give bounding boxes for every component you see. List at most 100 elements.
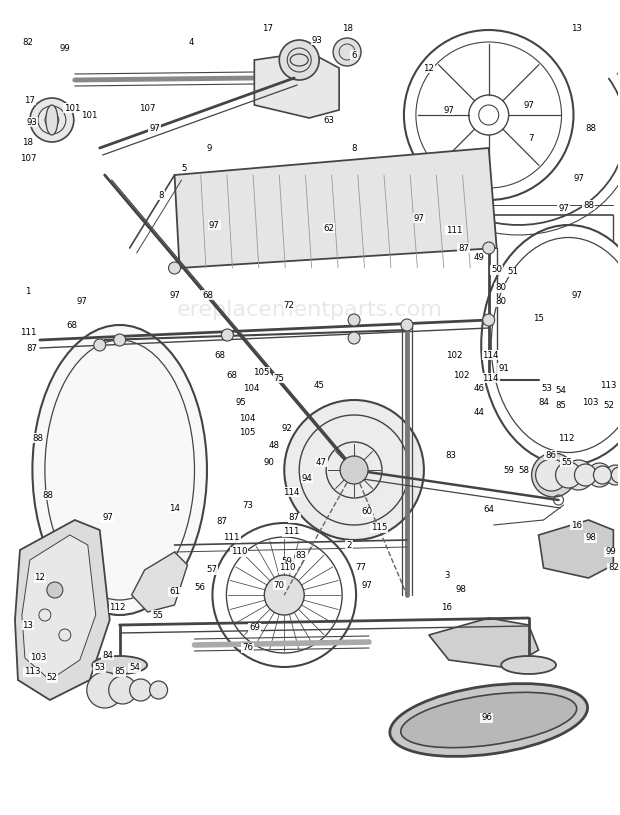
Text: 85: 85 (114, 667, 125, 676)
Text: 115: 115 (371, 523, 388, 532)
Text: 80: 80 (495, 297, 506, 306)
Ellipse shape (390, 684, 588, 756)
Text: 57: 57 (206, 566, 217, 575)
Text: 105: 105 (239, 428, 255, 437)
Text: 47: 47 (316, 457, 327, 466)
Text: 97: 97 (102, 513, 113, 522)
Text: 111: 111 (283, 527, 299, 536)
Text: ereplacementparts.com: ereplacementparts.com (176, 300, 442, 320)
Polygon shape (175, 148, 497, 268)
Circle shape (348, 332, 360, 344)
Text: 97: 97 (523, 100, 534, 109)
Text: 83: 83 (445, 451, 456, 460)
Text: 84: 84 (102, 650, 113, 659)
Text: 93: 93 (312, 36, 322, 45)
Text: 55: 55 (152, 610, 163, 619)
Text: 97: 97 (149, 124, 160, 133)
Text: 107: 107 (20, 153, 36, 162)
Text: 86: 86 (545, 451, 556, 460)
Circle shape (94, 339, 106, 351)
Text: 13: 13 (571, 24, 582, 33)
Text: 101: 101 (64, 104, 80, 112)
Text: 112: 112 (110, 603, 126, 613)
Text: 93: 93 (27, 117, 37, 126)
Text: 97: 97 (573, 174, 584, 183)
Text: 51: 51 (507, 267, 518, 276)
Text: 64: 64 (483, 505, 494, 514)
Text: 110: 110 (279, 563, 296, 572)
Circle shape (87, 672, 123, 708)
Circle shape (130, 679, 152, 701)
Text: 92: 92 (282, 424, 293, 433)
Text: 111: 111 (20, 328, 36, 337)
Text: 18: 18 (342, 24, 353, 33)
Text: 97: 97 (571, 290, 582, 299)
Text: 91: 91 (498, 363, 509, 372)
Circle shape (30, 98, 74, 142)
Text: 76: 76 (242, 644, 253, 653)
Text: 54: 54 (129, 663, 140, 672)
Text: 103: 103 (30, 654, 46, 663)
Circle shape (401, 319, 413, 331)
Text: 12: 12 (34, 574, 45, 583)
Text: 87: 87 (458, 244, 469, 253)
Text: 62: 62 (324, 223, 335, 232)
Text: 2: 2 (347, 540, 352, 549)
Text: 107: 107 (140, 104, 156, 112)
Text: 53: 53 (541, 384, 552, 393)
Text: 56: 56 (194, 584, 205, 593)
Ellipse shape (401, 692, 577, 747)
Text: 70: 70 (274, 580, 285, 589)
Text: 114: 114 (482, 350, 499, 359)
Text: 4: 4 (188, 37, 194, 46)
Circle shape (575, 464, 596, 486)
Polygon shape (254, 52, 339, 118)
Text: 98: 98 (455, 585, 466, 594)
Text: 105: 105 (253, 368, 270, 377)
Text: 96: 96 (481, 713, 492, 723)
Circle shape (605, 465, 620, 485)
Text: 112: 112 (558, 434, 575, 443)
Text: 17: 17 (24, 95, 35, 104)
Text: 90: 90 (264, 457, 275, 466)
Polygon shape (131, 552, 187, 612)
Text: 68: 68 (66, 320, 78, 329)
Text: 102: 102 (446, 350, 462, 359)
Text: 99: 99 (60, 43, 70, 52)
Text: 97: 97 (443, 105, 454, 114)
Text: 17: 17 (262, 24, 273, 33)
Text: 97: 97 (361, 580, 373, 589)
Text: 85: 85 (555, 400, 566, 409)
Text: 73: 73 (242, 500, 253, 509)
Text: 44: 44 (473, 408, 484, 416)
Text: 111: 111 (223, 534, 240, 543)
Text: 61: 61 (169, 588, 180, 597)
Ellipse shape (501, 656, 556, 674)
Text: 97: 97 (169, 290, 180, 299)
Text: 97: 97 (414, 214, 424, 222)
Text: 97: 97 (76, 297, 87, 306)
Text: 13: 13 (22, 620, 33, 629)
Text: 68: 68 (202, 290, 213, 299)
Text: 68: 68 (226, 371, 237, 380)
Text: 18: 18 (22, 138, 33, 147)
Text: 97: 97 (558, 204, 569, 213)
Text: 97: 97 (209, 221, 220, 230)
Text: 83: 83 (296, 550, 307, 560)
Text: 15: 15 (533, 314, 544, 323)
Text: 8: 8 (159, 191, 164, 200)
Text: 59: 59 (282, 557, 293, 566)
Text: 113: 113 (24, 667, 40, 676)
Text: 54: 54 (555, 385, 566, 394)
Circle shape (348, 314, 360, 326)
Circle shape (221, 329, 233, 341)
Text: 111: 111 (446, 226, 462, 235)
Text: 99: 99 (605, 548, 616, 557)
Text: 114: 114 (482, 373, 499, 382)
Circle shape (333, 38, 361, 66)
Text: 55: 55 (561, 457, 572, 466)
Text: 82: 82 (608, 563, 619, 572)
Text: 53: 53 (94, 663, 105, 672)
Text: 104: 104 (243, 384, 260, 393)
Text: 104: 104 (239, 413, 255, 422)
